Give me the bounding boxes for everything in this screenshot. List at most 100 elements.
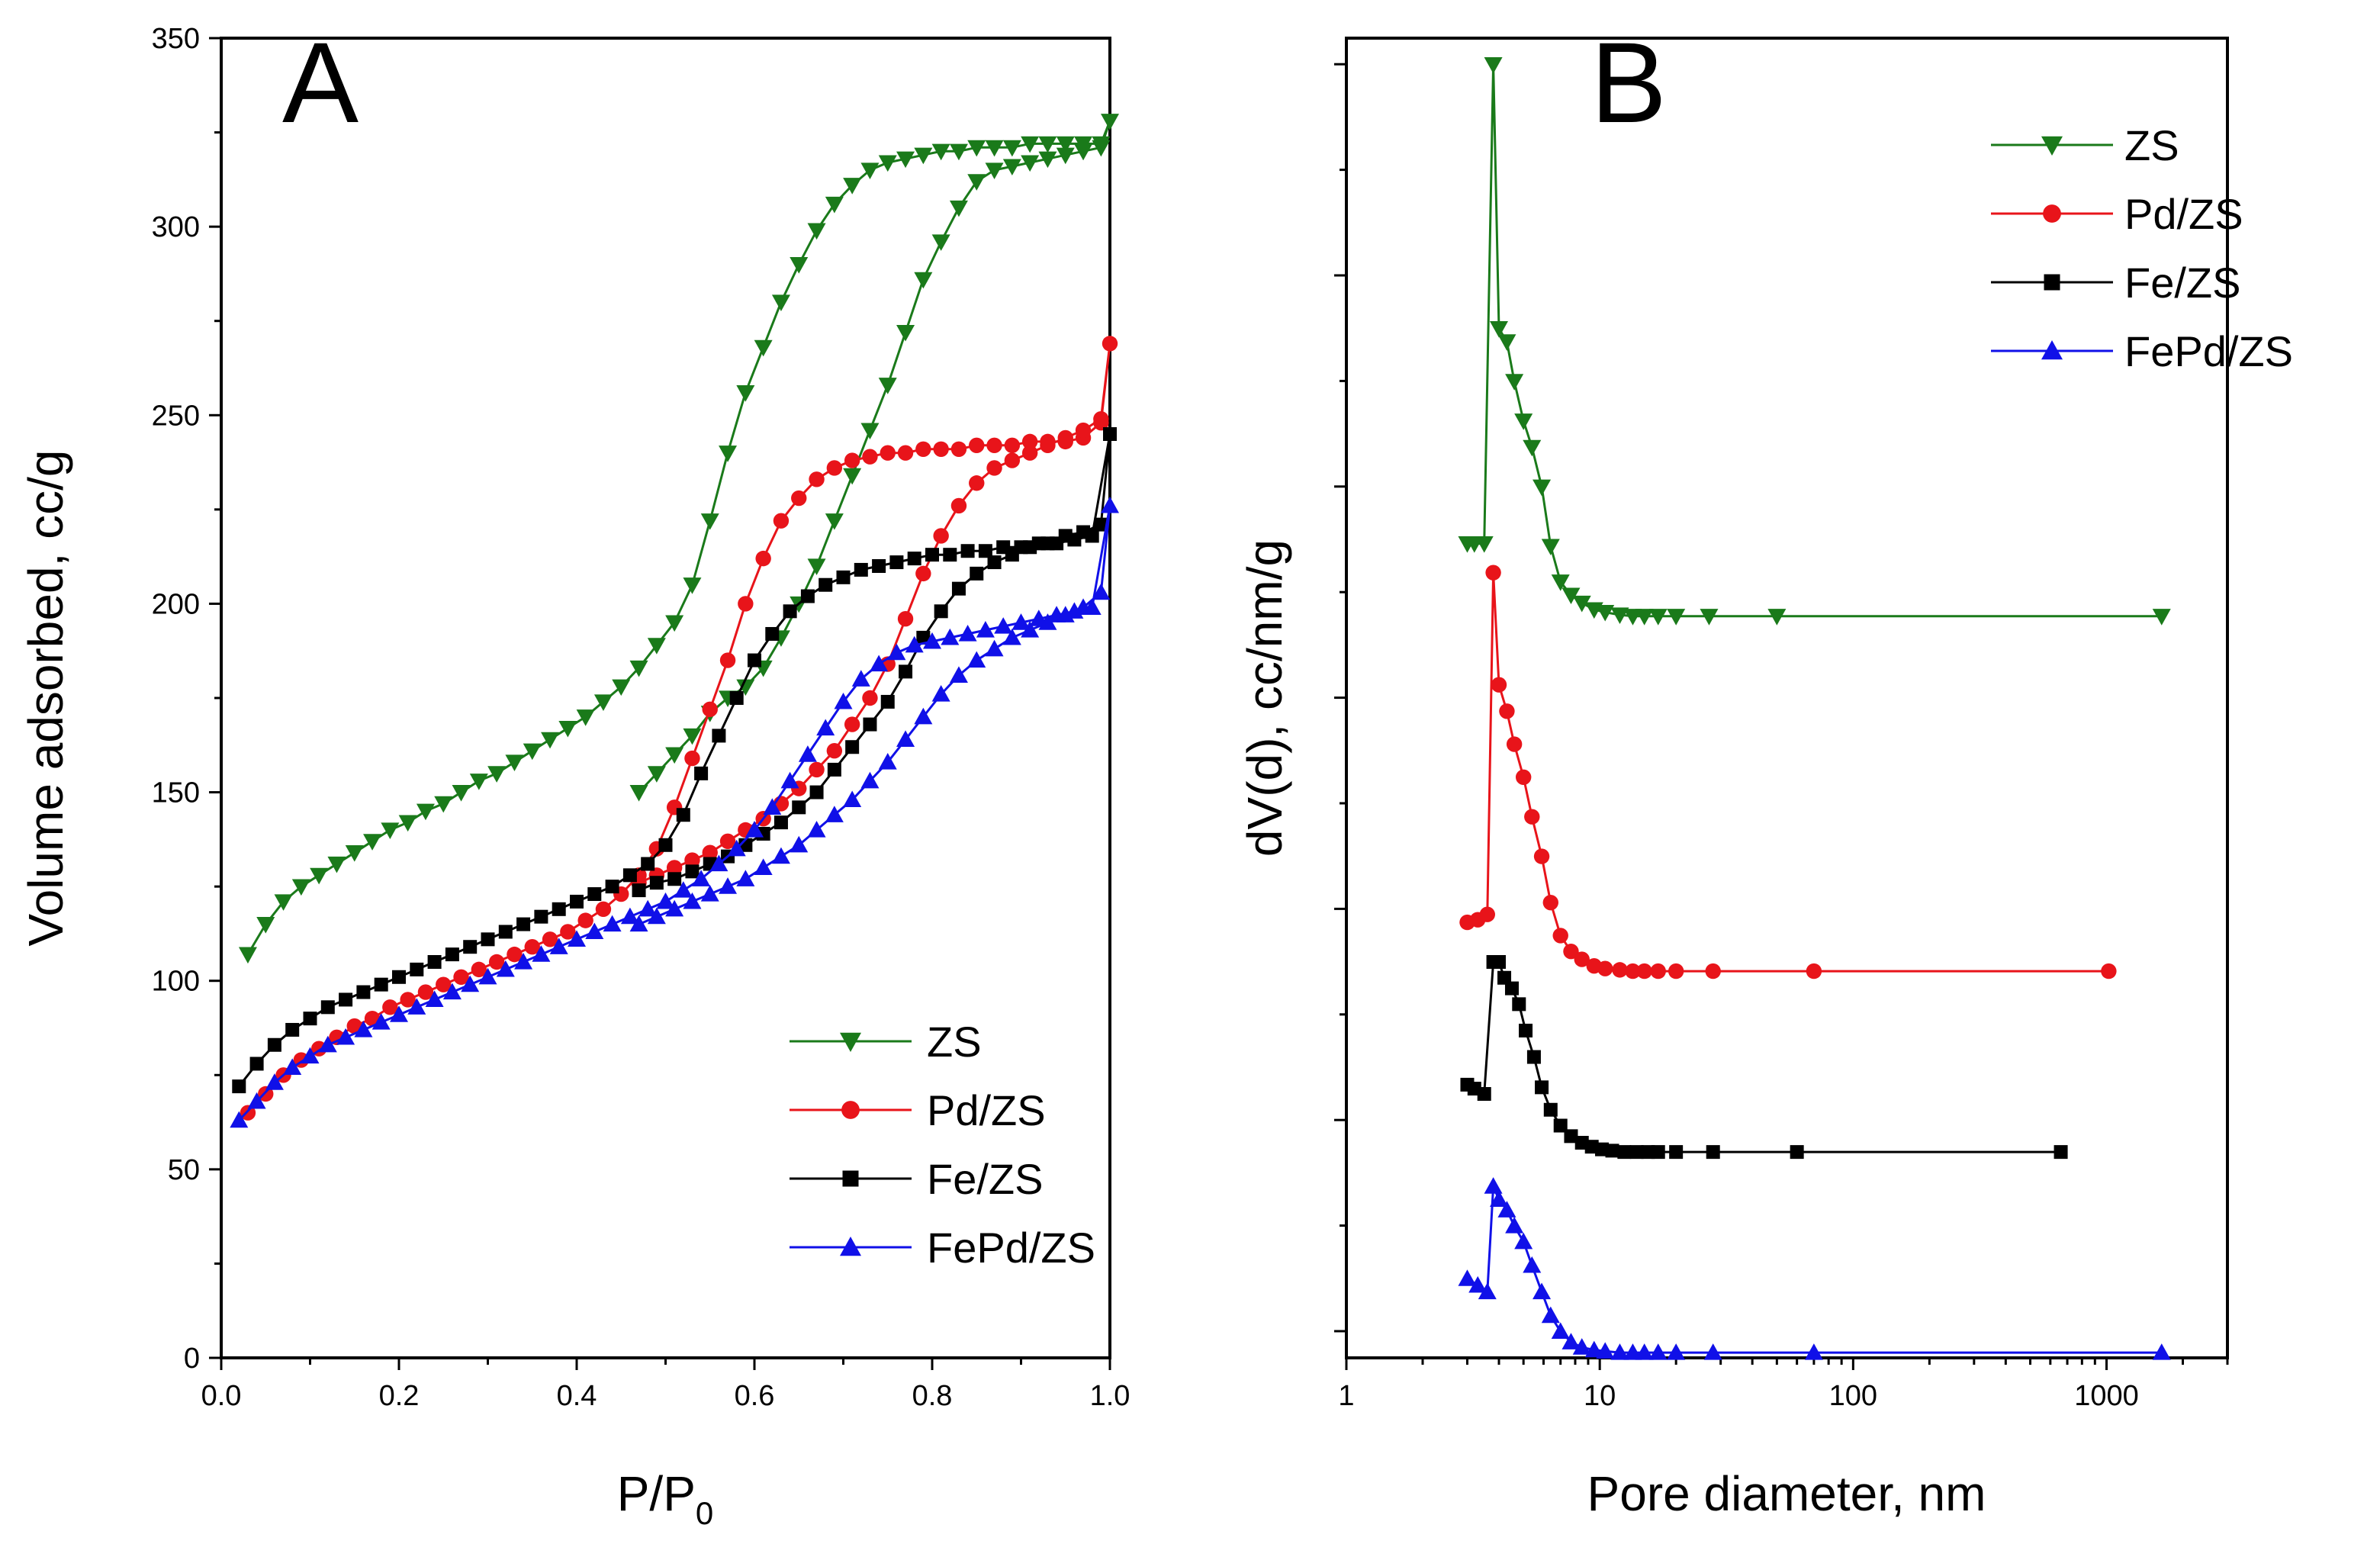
data-point-fe-zs (445, 947, 459, 962)
data-point-fepd-zs (1635, 1343, 1654, 1360)
data-point-fepd-zs (1484, 1177, 1503, 1194)
data-point-fe-zs (356, 985, 371, 999)
data-point-pd-zs (1574, 951, 1590, 967)
data-point-fepd-zs (318, 1035, 337, 1053)
data-point-pd-zs (488, 954, 505, 970)
data-point-zs (576, 709, 595, 726)
data-point-zs (1038, 136, 1057, 153)
data-point-fepd-zs (1514, 1232, 1533, 1250)
data-point-fe-zs (845, 740, 860, 754)
data-point-fepd-zs (1804, 1343, 1823, 1360)
panel-b-letter: B (1590, 18, 1667, 146)
data-point-zs (452, 784, 471, 802)
data-point-fe-zs (303, 1012, 317, 1026)
legend-label: ZS (2124, 121, 2179, 169)
data-point-fe-zs (880, 694, 895, 709)
data-point-pd-zs (880, 445, 896, 461)
data-point-zs (1021, 136, 1040, 153)
data-point-fe-zs (285, 1022, 300, 1037)
data-point-pd-zs (809, 761, 825, 778)
data-point-zs (949, 143, 968, 161)
data-point-fepd-zs (798, 745, 817, 762)
data-point-fepd-zs (549, 938, 568, 954)
data-point-fepd-zs (887, 643, 906, 661)
panel-b-series-zs (1458, 57, 2171, 626)
data-point-fepd-zs (425, 990, 444, 1008)
panel-b-series (1458, 57, 2171, 1360)
data-point-fe-zs (809, 785, 824, 799)
data-point-fe-zs (232, 1079, 246, 1094)
data-point-zs (754, 339, 773, 357)
data-point-fepd-zs (825, 806, 844, 822)
data-point-fepd-zs (692, 870, 711, 886)
data-point-pd-zs (1668, 963, 1684, 979)
data-point-fe-zs (1535, 1080, 1549, 1095)
data-point-zs (843, 468, 862, 485)
panel-a-y-tick-label: 350 (152, 23, 200, 55)
data-point-fepd-zs (2152, 1343, 2171, 1360)
panel-a-legend: ZS Pd/ZS Fe/ZS FePd/ZS (790, 1018, 1095, 1272)
data-point-fe-zs (622, 868, 637, 883)
data-point-fepd-zs (230, 1111, 249, 1128)
data-point-fepd-zs (1468, 1275, 1488, 1293)
data-point-fepd-zs (568, 930, 586, 947)
data-point-fe-zs (916, 630, 931, 645)
data-point-zs (1038, 151, 1057, 169)
data-point-fepd-zs (1074, 598, 1093, 615)
panel-b-legend: ZS Pd/ZS Fe/ZS FePd/ZS (1991, 121, 2293, 375)
data-point-zs (825, 196, 844, 214)
data-point-zs (967, 174, 986, 191)
data-point-zs (807, 223, 826, 240)
series-line-fepd-zs (1466, 1185, 2162, 1354)
data-point-pd-zs (382, 999, 398, 1015)
panel-b-series-pd-zs (1459, 565, 2117, 979)
panel-b-pore-size-chart: 1 10 100 1000 B Pore diameter, nm dV(d), cc… (1237, 18, 2293, 1521)
data-point-fepd-zs (1667, 1343, 1686, 1360)
data-point-pd-zs (969, 437, 985, 454)
panel-b-y-axis-title: dV(d), cc/nm/g (1237, 539, 1292, 857)
data-point-fe-zs (534, 909, 548, 924)
data-point-pd-zs (1093, 411, 1109, 427)
data-point-fe-zs (1706, 1145, 1720, 1160)
data-point-fepd-zs (931, 685, 950, 702)
data-point-zs (238, 947, 257, 964)
data-point-pd-zs (1515, 769, 1532, 785)
data-point-pd-zs (524, 939, 540, 955)
data-point-fepd-zs (1011, 613, 1031, 630)
data-point-zs (1497, 334, 1516, 351)
data-point-fepd-zs (1092, 583, 1111, 600)
data-point-zs (914, 272, 933, 289)
data-point-fepd-zs (629, 915, 648, 932)
data-point-fe-zs (899, 664, 913, 679)
data-point-zs (256, 916, 275, 934)
data-point-fepd-zs (771, 847, 790, 864)
data-point-fe-zs (649, 876, 664, 890)
data-point-zs (541, 732, 560, 749)
data-point-zs (1002, 140, 1021, 157)
data-point-pd-zs (1524, 809, 1540, 825)
data-point-fe-zs (863, 717, 877, 732)
series-line-zs (1467, 64, 2162, 618)
data-point-fepd-zs (354, 1020, 373, 1037)
data-point-pd-zs (507, 946, 523, 963)
data-point-zs (1505, 374, 1524, 391)
data-point-pd-zs (719, 833, 736, 850)
data-point-fepd-zs (1572, 1338, 1591, 1355)
data-point-pd-zs (1485, 565, 1501, 581)
data-point-pd-zs (897, 445, 914, 461)
data-point-zs (843, 178, 862, 195)
data-point-fe-zs (410, 962, 424, 976)
data-point-fe-zs (2054, 1145, 2068, 1160)
data-point-fe-zs (819, 577, 833, 592)
data-point-zs (896, 324, 915, 342)
data-point-pd-zs (809, 471, 825, 487)
data-point-fepd-zs (1561, 1333, 1581, 1349)
data-point-pd-zs (1075, 422, 1092, 439)
data-point-fepd-zs (923, 632, 941, 649)
data-point-pd-zs (453, 969, 469, 985)
data-point-fepd-zs (994, 617, 1013, 634)
data-point-fe-zs (1512, 997, 1526, 1012)
data-point-zs (1561, 587, 1581, 605)
data-point-fe-zs (1094, 517, 1108, 532)
legend-label: Pd/ZS (927, 1086, 1046, 1134)
